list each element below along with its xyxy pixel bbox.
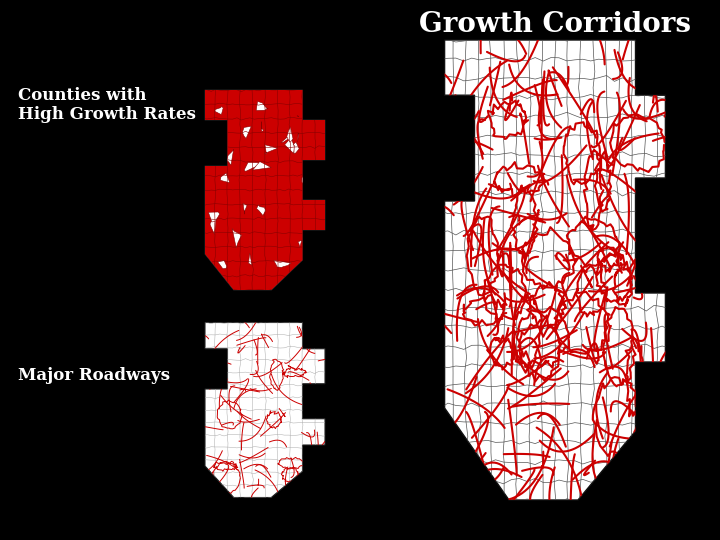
Polygon shape xyxy=(217,260,227,269)
Polygon shape xyxy=(284,137,294,153)
Polygon shape xyxy=(205,322,325,497)
Polygon shape xyxy=(293,142,300,154)
Polygon shape xyxy=(274,260,292,267)
Polygon shape xyxy=(281,137,289,143)
Polygon shape xyxy=(243,203,247,214)
Polygon shape xyxy=(287,127,293,142)
Text: Major Roadways: Major Roadways xyxy=(18,367,170,383)
Polygon shape xyxy=(253,161,271,170)
Polygon shape xyxy=(220,173,230,183)
Polygon shape xyxy=(297,240,302,247)
Polygon shape xyxy=(243,126,251,138)
Polygon shape xyxy=(215,106,223,114)
Polygon shape xyxy=(297,133,299,142)
Text: Growth Corridors: Growth Corridors xyxy=(419,11,691,38)
Polygon shape xyxy=(248,253,252,265)
Polygon shape xyxy=(445,40,665,500)
Polygon shape xyxy=(190,70,340,310)
Polygon shape xyxy=(205,90,325,290)
Polygon shape xyxy=(297,116,299,117)
Polygon shape xyxy=(256,205,266,215)
Polygon shape xyxy=(265,145,278,154)
Polygon shape xyxy=(302,175,307,184)
Polygon shape xyxy=(256,102,268,111)
Polygon shape xyxy=(244,163,259,171)
Polygon shape xyxy=(210,216,217,234)
Text: Counties with
High Growth Rates: Counties with High Growth Rates xyxy=(18,87,196,123)
Polygon shape xyxy=(227,150,234,165)
Polygon shape xyxy=(208,212,220,222)
Polygon shape xyxy=(261,122,264,132)
Polygon shape xyxy=(232,228,242,248)
